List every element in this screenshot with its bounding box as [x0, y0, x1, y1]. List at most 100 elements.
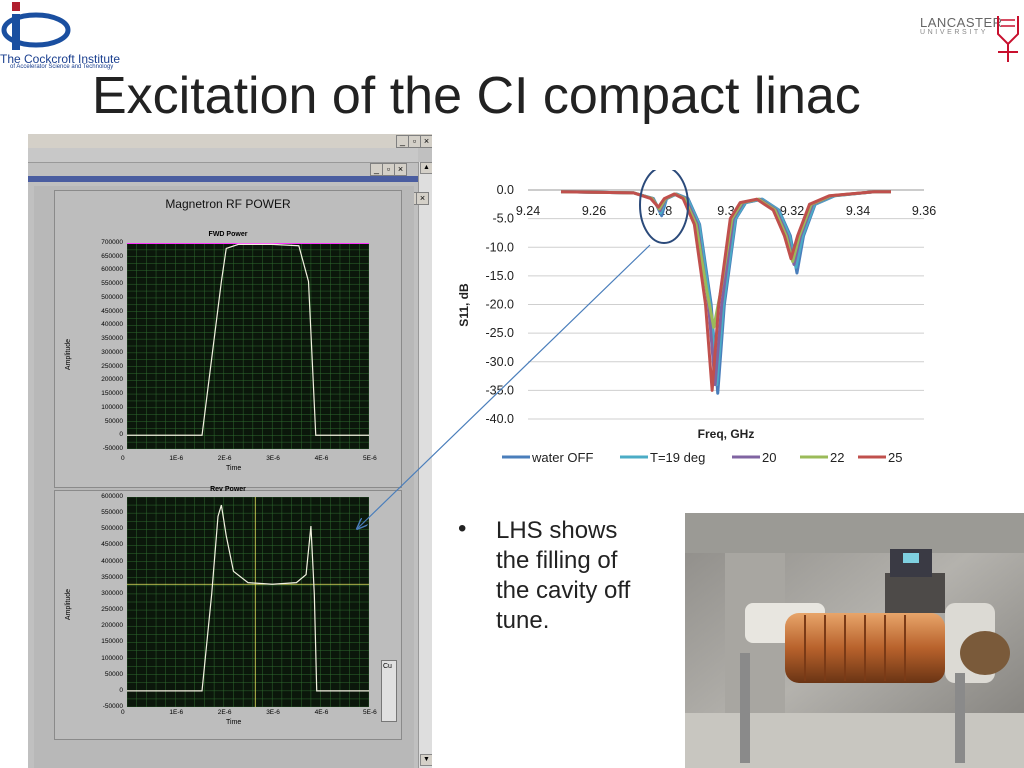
outer-title-bar	[28, 134, 432, 148]
inner-title-bar	[28, 176, 418, 182]
cockcroft-institute-logo	[0, 0, 130, 72]
linac-photo	[685, 513, 1024, 768]
legend-label: 20	[762, 450, 776, 465]
chart-x-tick-label: 9.3	[717, 204, 734, 218]
rev-y-tick-label: 200000	[101, 622, 123, 630]
legend-label: T=19 deg	[650, 450, 705, 465]
rev-y-tick-label: -50000	[102, 703, 123, 710]
bullet-line: the cavity off	[496, 577, 631, 604]
slide-title: Excitation of the CI compact linac	[92, 67, 861, 125]
fwd-power-panel: Magnetron RF POWER FWD Power Amplitude 7…	[54, 190, 402, 488]
bullet-marker: •	[458, 515, 467, 542]
bullet-text: LHS shows the filling of the cavity off …	[496, 516, 686, 636]
fwd-y-tick-label: 500000	[101, 293, 123, 301]
rev-x-tick-label: 5E-6	[363, 709, 377, 716]
scroll-down-arrow-icon[interactable]: ▼	[420, 754, 432, 766]
rev-y-tick-label: 0	[119, 686, 123, 694]
rev-y-tick-label: 50000	[104, 670, 123, 678]
fwd-y-tick-label: 300000	[101, 348, 123, 356]
chart-y-tick-label: -10.0	[486, 240, 515, 254]
chart-y-tick-label: -30.0	[486, 355, 515, 369]
fwd-y-tick-label: 400000	[101, 321, 123, 329]
rev-y-tick-label: 450000	[101, 541, 123, 549]
rev-y-tick-label: 150000	[101, 638, 123, 646]
fwd-trace	[127, 243, 369, 436]
rev-trace	[127, 504, 369, 692]
fwd-x-tick-label: 3E-6	[266, 455, 280, 462]
chart-y-tick-label: -35.0	[486, 383, 515, 397]
fwd-y-tick-label: 550000	[101, 280, 123, 288]
chart-x-axis-label: Freq, GHz	[698, 427, 755, 441]
fwd-y-tick-label: 700000	[101, 239, 123, 246]
rev-plot-area	[126, 496, 370, 708]
bullet-line: tune.	[496, 607, 550, 634]
chart-y-tick-label: 0.0	[497, 183, 514, 197]
fwd-waveform-plot	[126, 242, 370, 450]
fwd-x-tick-label: 4E-6	[314, 455, 329, 462]
fwd-y-tick-label: 0	[119, 431, 123, 439]
ci-logo-mark-icon	[1, 2, 71, 50]
panel-close-button[interactable]: ×	[416, 192, 429, 205]
fwd-x-axis-label: Time	[226, 465, 242, 472]
fwd-y-tick-label: -50000	[102, 445, 123, 452]
chart-x-tick-label: 9.24	[516, 204, 540, 218]
rev-x-tick-label: 3E-6	[266, 709, 280, 716]
vertical-scrollbar[interactable]: ▲ ▼	[418, 162, 432, 768]
rev-y-tick-label: 500000	[101, 525, 123, 533]
chart-gridlines	[528, 189, 924, 420]
chart-x-ticks: 9.24 9.26 9.28 9.3 9.32 9.34 9.36	[516, 204, 936, 218]
rev-y-tick-label: 100000	[101, 654, 123, 662]
inner-close-button[interactable]: ×	[394, 163, 407, 176]
side-control-label: Cu	[383, 663, 392, 670]
labview-window: _ ▫ × _ ▫ × ▲ ▼ ▫ × Magnetron RF POWER F…	[28, 134, 432, 768]
fwd-graph-title: FWD Power	[208, 231, 248, 238]
annotation-ellipse	[639, 170, 689, 244]
outer-close-button[interactable]: ×	[420, 135, 432, 148]
linac-photo-image	[685, 513, 1024, 768]
chart-x-tick-label: 9.26	[582, 204, 606, 218]
fwd-y-tick-label: 100000	[101, 403, 123, 411]
rev-y-tick-label: 400000	[101, 557, 123, 565]
ci-logo-subtitle: of Accelerator Science and Technology	[10, 64, 114, 70]
rev-x-tick-label: 4E-6	[314, 709, 329, 716]
chart-y-tick-label: -20.0	[486, 298, 515, 312]
rev-y-tick-label: 350000	[101, 573, 123, 581]
chart-y-ticks: 0.0 -5.0 -10.0 -15.0 -20.0 -25.0 -30.0 -35.0 -40…	[486, 183, 515, 426]
chart-x-tick-label: 9.32	[780, 204, 804, 218]
fwd-x-tick-label: 0	[121, 455, 125, 462]
fwd-plot-area	[126, 242, 370, 450]
legend-label: 22	[830, 450, 844, 465]
inner-menu-bar	[28, 148, 418, 163]
panel-title: Magnetron RF POWER	[165, 197, 291, 211]
rev-y-tick-label: 300000	[101, 589, 123, 597]
ci-logo-name: The Cockcroft Institute	[0, 52, 121, 66]
rev-waveform-plot	[126, 496, 370, 708]
lancaster-logo-name: LANCASTER	[920, 15, 1003, 30]
rev-y-axis-label: Amplitude	[65, 588, 73, 621]
fwd-y-tick-label: 150000	[101, 390, 123, 398]
rev-x-tick-label: 1E-6	[169, 709, 184, 716]
fwd-y-tick-label: 250000	[101, 362, 123, 370]
bullet-line: LHS shows	[496, 517, 618, 544]
chart-series	[560, 190, 891, 395]
bullet-line: the filling of	[496, 547, 618, 574]
rev-power-panel: Rev Power Amplitude 600000 550000 500000 45…	[54, 486, 402, 740]
rev-x-tick-label: 0	[121, 709, 125, 716]
rev-x-tick-label: 2E-6	[217, 709, 232, 716]
series-line-4	[560, 190, 891, 392]
side-control[interactable]: Cu	[381, 660, 397, 722]
fwd-y-axis-label: Amplitude	[65, 338, 73, 371]
lancaster-crest-icon	[997, 16, 1019, 62]
fwd-x-tick-label: 1E-6	[169, 455, 184, 462]
rev-y-tick-label: 250000	[101, 606, 123, 614]
scroll-up-arrow-icon[interactable]: ▲	[420, 162, 432, 174]
rev-x-axis-label: Time	[226, 719, 242, 726]
legend-label: water OFF	[531, 450, 593, 465]
s11-chart: 0.0 -5.0 -10.0 -15.0 -20.0 -25.0 -30.0 -35.0 -40…	[457, 170, 936, 465]
fwd-y-tick-label: 650000	[101, 252, 123, 260]
chart-y-tick-label: -40.0	[486, 412, 515, 426]
rev-y-tick-label: 600000	[101, 493, 123, 500]
chart-legend: water OFF T=19 deg 20 22 25	[502, 450, 902, 465]
chart-y-tick-label: -25.0	[486, 326, 515, 340]
outer-maximize-button[interactable]: ▫	[408, 135, 421, 148]
